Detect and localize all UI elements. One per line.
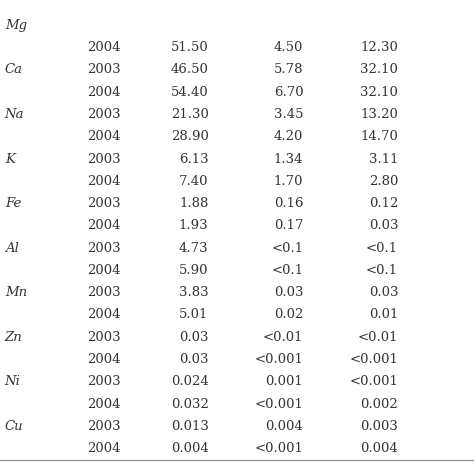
Text: Zn: Zn (5, 331, 22, 344)
Text: 4.20: 4.20 (274, 130, 303, 143)
Text: 0.001: 0.001 (265, 375, 303, 388)
Text: 0.03: 0.03 (274, 286, 303, 299)
Text: 0.013: 0.013 (171, 420, 209, 433)
Text: Al: Al (5, 242, 18, 255)
Text: Fe: Fe (5, 197, 21, 210)
Text: 2.80: 2.80 (369, 175, 398, 188)
Text: 2004: 2004 (88, 309, 121, 321)
Text: <0.01: <0.01 (263, 331, 303, 344)
Text: 5.90: 5.90 (179, 264, 209, 277)
Text: 51.50: 51.50 (171, 41, 209, 54)
Text: 0.032: 0.032 (171, 398, 209, 410)
Text: Mg: Mg (5, 19, 27, 32)
Text: 0.03: 0.03 (369, 286, 398, 299)
Text: 32.10: 32.10 (360, 64, 398, 76)
Text: 2003: 2003 (88, 286, 121, 299)
Text: 2004: 2004 (88, 219, 121, 232)
Text: 2004: 2004 (88, 442, 121, 455)
Text: 28.90: 28.90 (171, 130, 209, 143)
Text: 13.20: 13.20 (360, 108, 398, 121)
Text: 54.40: 54.40 (171, 86, 209, 99)
Text: 0.03: 0.03 (369, 219, 398, 232)
Text: 0.01: 0.01 (369, 309, 398, 321)
Text: 2004: 2004 (88, 41, 121, 54)
Text: 0.004: 0.004 (265, 420, 303, 433)
Text: Mn: Mn (5, 286, 27, 299)
Text: 2003: 2003 (88, 375, 121, 388)
Text: 32.10: 32.10 (360, 86, 398, 99)
Text: Cu: Cu (5, 420, 23, 433)
Text: 1.34: 1.34 (274, 153, 303, 165)
Text: 21.30: 21.30 (171, 108, 209, 121)
Text: 5.01: 5.01 (179, 309, 209, 321)
Text: 2004: 2004 (88, 353, 121, 366)
Text: 0.003: 0.003 (360, 420, 398, 433)
Text: Na: Na (5, 108, 24, 121)
Text: 0.002: 0.002 (360, 398, 398, 410)
Text: 12.30: 12.30 (360, 41, 398, 54)
Text: <0.001: <0.001 (349, 353, 398, 366)
Text: 2003: 2003 (88, 331, 121, 344)
Text: 2003: 2003 (88, 153, 121, 165)
Text: 2003: 2003 (88, 197, 121, 210)
Text: 1.88: 1.88 (179, 197, 209, 210)
Text: 14.70: 14.70 (360, 130, 398, 143)
Text: 0.12: 0.12 (369, 197, 398, 210)
Text: 2004: 2004 (88, 86, 121, 99)
Text: 5.78: 5.78 (274, 64, 303, 76)
Text: 0.024: 0.024 (171, 375, 209, 388)
Text: 2003: 2003 (88, 64, 121, 76)
Text: 2004: 2004 (88, 264, 121, 277)
Text: K: K (5, 153, 15, 165)
Text: 0.16: 0.16 (274, 197, 303, 210)
Text: Ca: Ca (5, 64, 23, 76)
Text: 1.70: 1.70 (274, 175, 303, 188)
Text: 7.40: 7.40 (179, 175, 209, 188)
Text: 0.02: 0.02 (274, 309, 303, 321)
Text: 6.70: 6.70 (274, 86, 303, 99)
Text: 2003: 2003 (88, 420, 121, 433)
Text: <0.001: <0.001 (349, 375, 398, 388)
Text: 0.004: 0.004 (360, 442, 398, 455)
Text: 2004: 2004 (88, 130, 121, 143)
Text: 0.03: 0.03 (179, 331, 209, 344)
Text: <0.1: <0.1 (366, 242, 398, 255)
Text: <0.1: <0.1 (366, 264, 398, 277)
Text: <0.001: <0.001 (255, 398, 303, 410)
Text: <0.001: <0.001 (255, 442, 303, 455)
Text: 2004: 2004 (88, 175, 121, 188)
Text: 1.93: 1.93 (179, 219, 209, 232)
Text: 4.50: 4.50 (274, 41, 303, 54)
Text: 0.004: 0.004 (171, 442, 209, 455)
Text: Ni: Ni (5, 375, 20, 388)
Text: 6.13: 6.13 (179, 153, 209, 165)
Text: 4.73: 4.73 (179, 242, 209, 255)
Text: 0.03: 0.03 (179, 353, 209, 366)
Text: 3.11: 3.11 (369, 153, 398, 165)
Text: <0.1: <0.1 (271, 264, 303, 277)
Text: 46.50: 46.50 (171, 64, 209, 76)
Text: 3.45: 3.45 (274, 108, 303, 121)
Text: 2004: 2004 (88, 398, 121, 410)
Text: <0.1: <0.1 (271, 242, 303, 255)
Text: 2003: 2003 (88, 108, 121, 121)
Text: 0.17: 0.17 (274, 219, 303, 232)
Text: <0.001: <0.001 (255, 353, 303, 366)
Text: <0.01: <0.01 (358, 331, 398, 344)
Text: 2003: 2003 (88, 242, 121, 255)
Text: 3.83: 3.83 (179, 286, 209, 299)
